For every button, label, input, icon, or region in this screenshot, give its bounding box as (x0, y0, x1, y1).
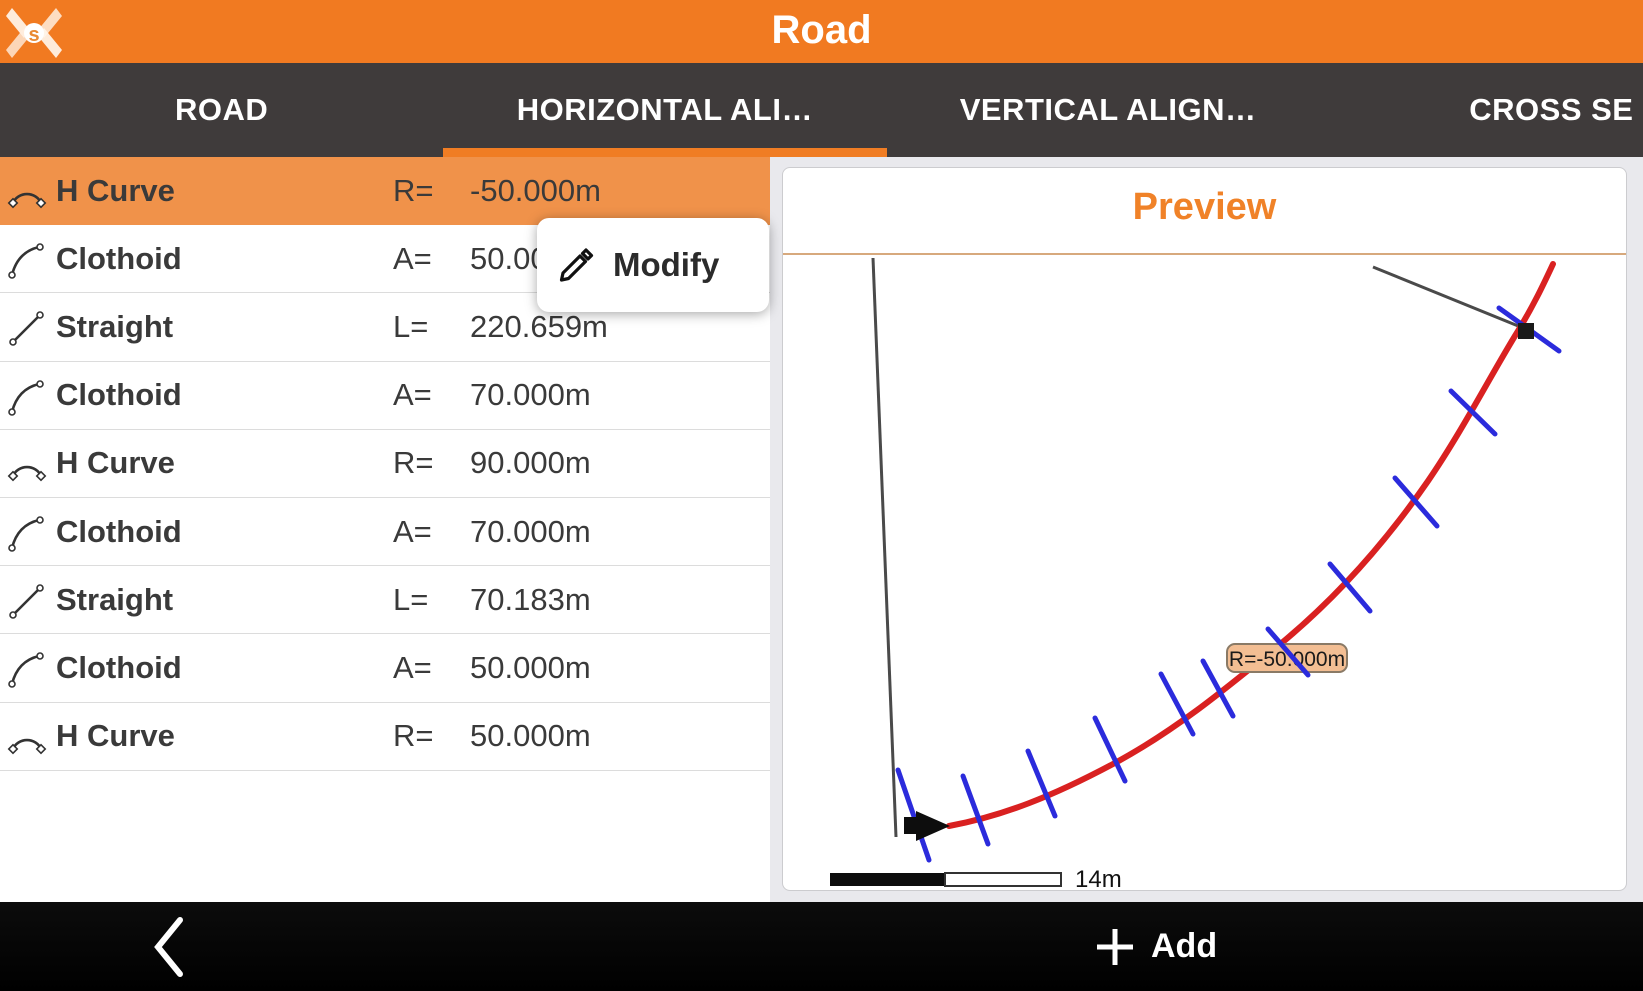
bottom-action-bar: Add (0, 902, 1643, 991)
tab-label: VERTICAL ALIGN… (959, 92, 1257, 127)
element-param-label: A= (393, 240, 432, 276)
alignment-element-row[interactable]: H Curve R= -50.000m (0, 157, 770, 226)
element-type-label: Straight (56, 308, 174, 344)
alignment-element-row[interactable]: Straight L= 220.659m (0, 293, 770, 362)
element-param-value: 50.000m (470, 649, 591, 685)
element-type-label: Clothoid (56, 513, 182, 549)
element-type-label: Clothoid (56, 649, 182, 685)
element-param-value: 50.000m (470, 718, 591, 754)
left-tangent-line (871, 257, 898, 838)
element-param-label: R= (393, 718, 434, 754)
preview-title: Preview (1132, 186, 1277, 228)
alignment-element-row[interactable]: Clothoid A= 50.000m (0, 634, 770, 703)
alignment-element-list: H Curve R= -50.000m Clothoid (0, 157, 770, 902)
tab-label: CROSS SE (1469, 92, 1634, 127)
straight-icon (6, 307, 48, 349)
back-chevron-icon (154, 917, 183, 977)
element-param-value: 70.183m (470, 581, 591, 617)
page-title: Road (771, 8, 872, 52)
active-tab-indicator (443, 148, 887, 157)
add-button-label: Add (1151, 927, 1218, 965)
tab-horizontal-ali[interactable]: HORIZONTAL ALI… (443, 63, 887, 157)
alignment-element-row[interactable]: Clothoid A= 70.000m (0, 361, 770, 430)
clothoid-icon (6, 512, 48, 554)
curve-node-marker (1518, 323, 1534, 339)
scale-bar: 14m (830, 866, 1122, 891)
element-param-label: A= (393, 649, 432, 685)
tab-road[interactable]: ROAD (0, 63, 443, 157)
clothoid-icon (6, 376, 48, 418)
preview-card: Preview R=-50.000m (782, 167, 1627, 891)
tab-bar: ROAD HORIZONTAL ALI… VERTICAL ALIGN… CRO… (0, 63, 1643, 157)
element-param-label: R= (393, 445, 434, 481)
element-type-label: H Curve (56, 445, 175, 481)
plus-icon (1097, 928, 1133, 965)
element-type-label: H Curve (56, 172, 175, 208)
alignment-element-row[interactable]: H Curve R= 50.000m (0, 702, 770, 771)
back-button[interactable] (140, 912, 200, 982)
element-type-label: Clothoid (56, 240, 182, 276)
element-param-value: 90.000m (470, 445, 591, 481)
element-param-value: 50.00 (470, 240, 548, 276)
element-param-value: 70.000m (470, 377, 591, 413)
radius-label: R=-50.000m (1226, 643, 1348, 673)
h-curve-icon (6, 444, 48, 486)
pencil-edit-icon (559, 248, 594, 282)
element-type-label: Clothoid (56, 377, 182, 413)
element-param-value: -50.000m (470, 172, 601, 208)
h-curve-icon (6, 717, 48, 759)
element-type-label: Straight (56, 581, 174, 617)
start-point-arrow (904, 811, 950, 841)
tab-cross-se[interactable]: CROSS SE (1330, 63, 1643, 157)
tab-label: ROAD (174, 92, 269, 127)
element-param-value: 220.659m (470, 308, 608, 344)
element-param-label: L= (393, 581, 429, 617)
right-tangent-line (1372, 265, 1529, 332)
alignment-element-row[interactable]: H Curve R= 90.000m (0, 429, 770, 498)
svg-text:R=-50.000m: R=-50.000m (1229, 648, 1345, 671)
tab-vertical-align[interactable]: VERTICAL ALIGN… (887, 63, 1330, 157)
element-param-label: L= (393, 308, 429, 344)
svg-text:14m: 14m (1075, 866, 1122, 891)
preview-separator (783, 253, 1626, 255)
svg-text:s: s (28, 24, 39, 46)
alignment-element-row[interactable]: Clothoid A= 70.000m (0, 497, 770, 567)
station-tick-marks (895, 305, 1562, 863)
preview-region: Preview R=-50.000m (770, 157, 1643, 902)
tab-label: HORIZONTAL ALI… (516, 92, 813, 127)
alignment-curve (946, 261, 1556, 829)
element-param-value: 70.000m (470, 513, 591, 549)
clothoid-icon (6, 648, 48, 690)
element-param-label: A= (393, 377, 432, 413)
header-bar: s Road (0, 0, 1643, 63)
alignment-element-row[interactable]: Straight L= 70.183m (0, 566, 770, 635)
alignment-preview-drawing: R=-50.000m (830, 257, 1562, 891)
add-element-button[interactable]: Add (1095, 902, 1217, 991)
straight-icon (6, 580, 48, 622)
element-type-label: H Curve (56, 718, 175, 754)
modify-menu-item[interactable]: Modify (537, 218, 769, 312)
xs-app-logo-icon[interactable]: s (4, 2, 64, 62)
clothoid-icon (6, 239, 48, 281)
modify-menu-label: Modify (613, 246, 720, 283)
element-param-label: R= (393, 172, 434, 208)
element-param-label: A= (393, 513, 432, 549)
h-curve-icon (6, 171, 48, 213)
